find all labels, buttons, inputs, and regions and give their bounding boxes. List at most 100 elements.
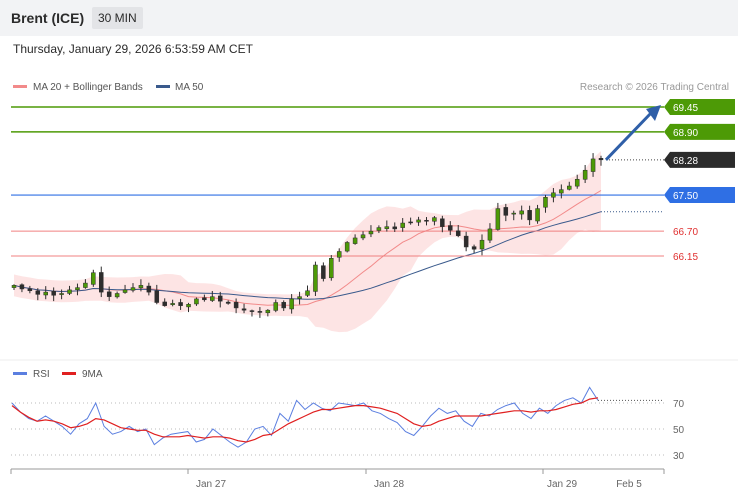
candle-body [336,251,342,258]
ma20-legend-label: MA 20 + Bollinger Bands [33,82,143,93]
candle-body [257,311,263,313]
x-tick-label: Jan 28 [374,479,404,490]
forecast-arrow [604,110,654,161]
x-tick-label: Jan 27 [196,479,226,490]
candle-body [178,302,183,306]
forecast-arrow-head [646,105,661,121]
candle-body [225,301,231,304]
price-level-label: 69.45 [673,103,698,114]
candle-body [11,285,17,288]
candle-body [368,230,374,235]
candle-body [376,227,382,231]
candle-body [91,272,96,285]
copyright-text: Research © 2026 Trading Central [580,82,729,93]
price-level-tag [664,99,735,115]
candle-body [598,158,604,161]
candle-body [122,289,128,293]
candle-body [503,207,509,216]
rsi-tick-label: 30 [673,451,685,462]
rsi-ma9-line [11,397,599,443]
candle-body [217,295,223,302]
candle-body [249,310,255,312]
candle-body [130,287,136,291]
candle-body [400,222,405,228]
candle-body [392,226,398,230]
price-level-tag [664,151,735,168]
candle-body [360,234,366,239]
candle-body [186,304,191,308]
candle-body [440,218,445,227]
candle-body [487,228,493,241]
bollinger-bands [14,151,601,333]
candle-body [535,208,540,222]
candle-body [59,293,64,295]
x-tick-label: Feb 5 [616,479,642,490]
candle-body [83,282,88,288]
candle-body [321,265,326,279]
price-level-label: 68.90 [673,128,698,139]
candle-body [194,298,199,305]
candle-body [432,217,437,222]
candle-body [582,169,588,180]
candle-body [479,239,485,250]
candle-body [19,284,25,290]
candle-body [424,220,429,222]
candle-body [51,290,56,296]
candle-body [574,178,580,187]
candle-body [463,235,469,248]
candle-body [281,302,286,309]
candle-body [527,210,532,221]
candle-body [202,297,207,301]
candle-body [289,298,294,310]
rsi-legend-swatch [13,372,27,375]
candle-body [519,210,524,215]
rsi-tick-label: 50 [673,425,685,436]
symbol-title: Brent (ICE) [11,10,85,26]
candle-body [233,302,239,309]
candle-body [329,258,334,279]
candle-body [241,308,247,311]
candle-body [551,192,556,198]
ma20-legend-swatch [13,85,27,88]
candle-body [455,230,461,236]
candle-body [138,285,144,289]
candle-body [106,291,112,297]
chart-header: Brent (ICE) 30 MIN [0,0,738,36]
candle-body [408,221,413,224]
price-level-label: 66.15 [673,252,698,263]
candle-body [99,272,104,293]
candle-body [543,197,548,208]
candle-body [146,285,152,293]
candle-body [35,290,41,295]
candle-body [448,225,453,231]
candle-body [265,309,271,314]
ma50-legend-label: MA 50 [175,82,204,93]
chart-datetime: Thursday, January 29, 2026 6:53:59 AM CE… [13,42,253,56]
candle-body [210,296,215,301]
ma50-legend-swatch [156,85,170,88]
ma9-legend-swatch [62,372,76,375]
ma50-line [13,211,602,300]
candle-body [170,303,175,305]
candle-body [162,301,167,306]
interval-button[interactable]: 30 MIN [92,7,143,29]
candle-body [511,212,516,215]
candle-body [75,287,80,291]
candle-body [27,288,33,292]
candle-body [43,291,48,296]
candle-body [384,226,390,229]
price-level-tag [664,187,735,204]
candle-body [416,219,421,223]
candle-body [313,264,318,292]
rsi-legend-label: RSI [33,369,50,380]
price-level-label: 68.28 [673,156,698,167]
candle-body [114,293,120,298]
candle-body [352,237,358,244]
price-level-label: 66.70 [673,227,698,238]
candle-body [590,158,596,172]
ma9-legend-label: 9MA [82,369,103,380]
candle-body [67,289,72,294]
candle-body [471,246,477,250]
candle-body [495,208,501,230]
